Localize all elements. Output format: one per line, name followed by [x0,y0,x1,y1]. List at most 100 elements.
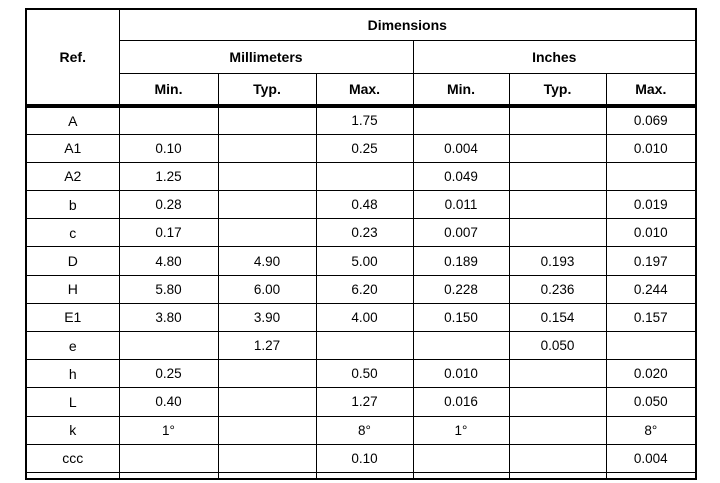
table-cell: 5.00 [315,246,414,276]
table-cell: 0.010 [412,359,510,389]
table-row: E1 3.80 3.90 4.00 0.150 0.154 0.157 [25,302,697,333]
table-cell: 5.80 [118,274,219,304]
table-cell: 1° [412,415,510,445]
col-header-in-typ: Typ. [508,72,607,107]
table-cell [605,161,697,192]
table-cell: 0.189 [412,246,510,276]
table-cell: 0.25 [315,133,414,163]
table-cell: 3.80 [118,302,219,333]
table-cell: 0.020 [605,359,697,389]
table-cell [412,103,510,135]
table-cell: 0.23 [315,218,414,248]
table-row: c 0.17 0.23 0.007 0.010 [25,218,697,248]
table-cell: 0.011 [412,190,510,220]
table-row: A1 0.10 0.25 0.004 0.010 [25,133,697,163]
table-cell [315,471,414,480]
table-cell: 0.10 [118,133,219,163]
col-header-mm-min: Min. [118,72,219,107]
table-cell: 0.236 [508,274,607,304]
table-cell: 0.069 [605,103,697,135]
table-cell [118,443,219,473]
row-ref-label: A1 [25,133,120,163]
table-row: A 1.75 0.069 [25,103,697,135]
table-cell [217,218,317,248]
col-header-in-min: Min. [412,72,510,107]
table-cell [508,103,607,135]
col-header-in-max: Max. [605,72,697,107]
table-cell [508,471,607,480]
table-cell [508,133,607,163]
row-ref-label: A2 [25,161,120,192]
table-cell: 0.019 [605,190,697,220]
table-cell [508,443,607,473]
row-ref-label: H [25,274,120,304]
table-cell: 0.193 [508,246,607,276]
header-row-min-typ-max: Min. Typ. Max. Min. Typ. Max. [26,72,697,107]
col-header-mm-typ: Typ. [217,72,317,107]
table-cell [118,330,219,361]
table-cell: 0.007 [412,218,510,248]
table-cell [217,161,317,192]
table-cell [605,330,697,361]
table-cell [315,161,414,192]
table-cell: 0.197 [605,246,697,276]
table-cell: 0.48 [315,190,414,220]
table-cell [217,133,317,163]
table-cell [508,218,607,248]
table-row: e 1.27 0.050 [25,330,697,361]
table-cell: 0.004 [412,133,510,163]
table-cell [217,443,317,473]
header-row-title: Ref. Dimensions [25,8,697,107]
row-ref-label: c [25,218,120,248]
table-cell: 6.00 [217,274,317,304]
table-cell [412,471,510,480]
table-cell: 0.050 [605,387,697,417]
table-row: k 1° 8° 1° 8° [25,415,697,445]
table-cell: 4.00 [315,302,414,333]
table-cell: 0.050 [508,330,607,361]
group-header-millimeters: Millimeters [118,39,414,74]
row-ref-label: D [25,246,120,276]
table-cell [217,190,317,220]
cropped-partial-row [25,471,697,480]
table-cell [25,471,120,480]
table-header: Ref. Dimensions Millimeters Inches Min. … [25,8,697,107]
table-cell: 0.50 [315,359,414,389]
group-header-inches: Inches [412,39,697,74]
table-cell [217,471,317,480]
table-row: L 0.40 1.27 0.016 0.050 [25,387,697,417]
table-cell: 0.17 [118,218,219,248]
row-ref-label: ccc [25,443,120,473]
row-ref-label: A [25,103,120,135]
table-row: D 4.80 4.90 5.00 0.189 0.193 0.197 [25,246,697,276]
table-cell: 1° [118,415,219,445]
table-cell [118,103,219,135]
table-cell [508,415,607,445]
table-title: Dimensions [118,8,697,41]
table-cell: 0.010 [605,133,697,163]
table-cell: 6.20 [315,274,414,304]
table-cell: 0.154 [508,302,607,333]
table-cell [508,190,607,220]
table-cell: 8° [605,415,697,445]
header-row-units: Millimeters Inches [26,39,697,74]
row-ref-label: L [25,387,120,417]
table-cell [508,359,607,389]
table-cell: 1.27 [315,387,414,417]
table-cell: 1.75 [315,103,414,135]
table-cell [217,359,317,389]
table-body: A 1.75 0.069 A1 0.10 0.25 0.004 0.010 A2 1.25 0.04… [25,103,697,480]
table-cell: 3.90 [217,302,317,333]
table-cell: 0.150 [412,302,510,333]
table-cell: 8° [315,415,414,445]
table-cell [217,103,317,135]
row-ref-label: h [25,359,120,389]
table-cell: 0.28 [118,190,219,220]
table-cell: 0.228 [412,274,510,304]
col-header-mm-max: Max. [315,72,414,107]
table-row: b 0.28 0.48 0.011 0.019 [25,190,697,220]
row-ref-label: k [25,415,120,445]
table-row: ccc 0.10 0.004 [25,443,697,473]
table-cell [508,161,607,192]
